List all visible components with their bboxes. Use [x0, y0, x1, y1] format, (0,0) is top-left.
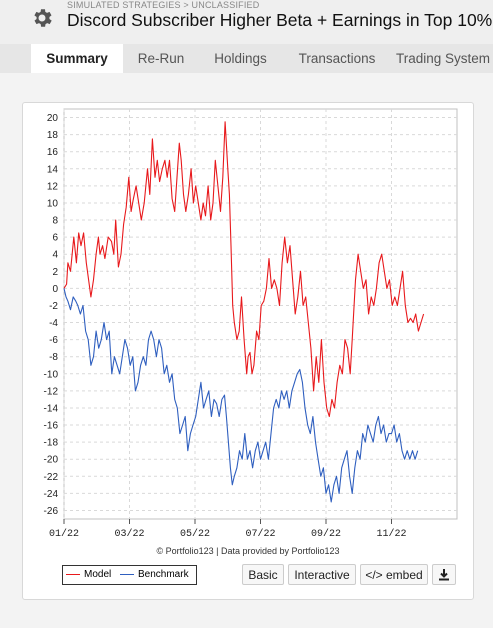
y-tick-label: -14 — [44, 403, 59, 414]
y-tick-label: 20 — [47, 113, 59, 124]
legend-benchmark-label: Benchmark — [138, 569, 189, 580]
page-header: SIMULATED STRATEGIES > UNCLASSIFIED Disc… — [0, 0, 493, 44]
download-icon — [439, 569, 449, 581]
y-tick-label: -10 — [44, 369, 59, 380]
y-tick-label: 18 — [47, 130, 59, 141]
gear-icon[interactable] — [30, 6, 54, 30]
legend-item-benchmark[interactable]: Benchmark — [120, 566, 189, 584]
download-button[interactable] — [432, 564, 456, 585]
y-tick-label: -4 — [49, 318, 58, 329]
y-tick-label: -18 — [44, 438, 59, 449]
y-tick-label: 10 — [47, 198, 59, 209]
chart-legend: Model Benchmark — [62, 565, 197, 585]
series-line-benchmark — [63, 288, 419, 503]
legend-model-swatch — [66, 573, 80, 575]
embed-button[interactable]: </> embed — [360, 564, 428, 585]
y-tick-label: 2 — [52, 267, 58, 278]
y-tick-label: -26 — [44, 506, 59, 517]
legend-model-label: Model — [84, 569, 112, 580]
x-tick-label: 05/22 — [180, 528, 210, 540]
y-tick-label: 12 — [47, 181, 59, 192]
y-tick-label: -24 — [44, 489, 59, 500]
y-tick-label: -16 — [44, 421, 59, 432]
y-tick-label: 8 — [52, 216, 58, 227]
x-tick-label: 07/22 — [245, 528, 275, 540]
tab-holdings[interactable]: Holdings — [214, 51, 267, 66]
performance-chart[interactable]: 20181614121086420-2-4-6-8-10-12-14-16-18… — [23, 103, 473, 543]
y-tick-label: 0 — [52, 284, 58, 295]
series-line-model — [63, 121, 425, 418]
y-tick-label: 6 — [52, 233, 58, 244]
x-tick-label: 09/22 — [311, 528, 341, 540]
tab-re-run[interactable]: Re-Run — [137, 51, 185, 66]
chart-credit: © Portfolio123 | Data provided by Portfo… — [156, 546, 340, 556]
breadcrumb[interactable]: SIMULATED STRATEGIES > UNCLASSIFIED — [67, 0, 260, 10]
performance-chart-card: 20 18 16 14 12 10 8 6 4 2 0 -2 -4 -6 -8 -10 -12 -14 -16 -18… — [22, 102, 474, 600]
tab-bar: Summary Re-Run Holdings Transactions Tra… — [0, 44, 493, 73]
x-tick-label: 01/22 — [49, 528, 79, 540]
page-title: Discord Subscriber Higher Beta + Earning… — [67, 10, 493, 30]
basic-button[interactable]: Basic — [242, 564, 284, 585]
y-tick-label: 14 — [47, 164, 59, 175]
x-tick-label: 11/22 — [376, 528, 406, 540]
interactive-button[interactable]: Interactive — [288, 564, 356, 585]
y-tick-label: -12 — [44, 386, 59, 397]
legend-item-model[interactable]: Model — [66, 566, 111, 584]
legend-benchmark-swatch — [120, 573, 134, 575]
tab-summary[interactable]: Summary — [31, 44, 123, 73]
tab-transactions[interactable]: Transactions — [298, 51, 376, 66]
tab-trading-system[interactable]: Trading System — [396, 51, 491, 66]
y-tick-label: 4 — [52, 250, 58, 261]
y-tick-label: -22 — [44, 472, 59, 483]
y-tick-label: -2 — [49, 301, 58, 312]
y-tick-label: -6 — [49, 335, 58, 346]
y-tick-label: -20 — [44, 455, 59, 466]
y-tick-label: 16 — [47, 147, 59, 158]
x-tick-label: 03/22 — [114, 528, 144, 540]
y-tick-label: -8 — [49, 352, 58, 363]
